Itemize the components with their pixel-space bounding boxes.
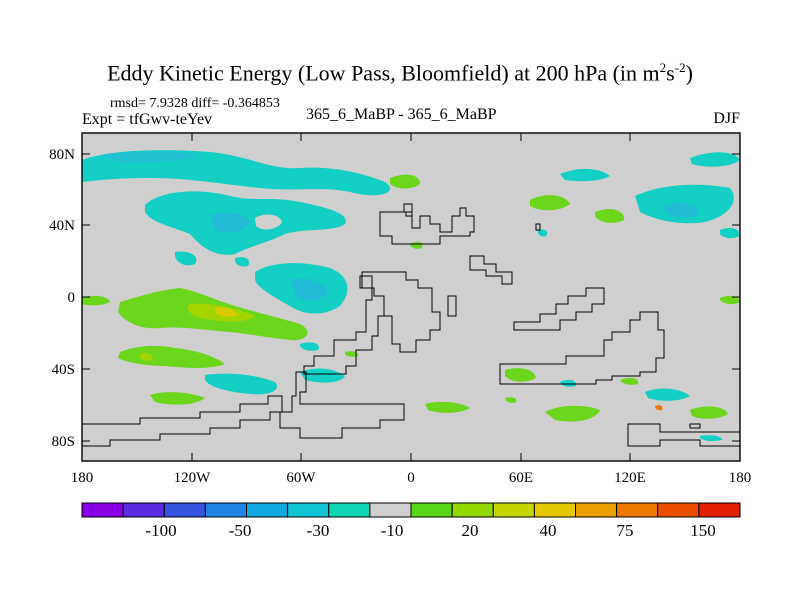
land-outline xyxy=(689,423,701,429)
colorbar-label: -10 xyxy=(381,521,404,540)
colorbar-label: -30 xyxy=(307,521,330,540)
anomaly-region xyxy=(300,342,319,351)
anomaly-region xyxy=(255,214,282,230)
colorbar-swatch xyxy=(451,502,494,518)
land-outline xyxy=(82,395,283,447)
colorbar-labels: -100 -50 -30 -10 20 40 75 150 xyxy=(145,521,715,540)
x-tick-label: 180 xyxy=(729,470,752,486)
anomaly-region xyxy=(118,345,225,368)
land-outline xyxy=(279,371,405,439)
colorbar-label: 75 xyxy=(617,521,634,540)
anomaly-region xyxy=(560,168,610,182)
anomaly-region xyxy=(290,278,328,301)
colorbar-swatch xyxy=(204,502,248,518)
anomaly-region xyxy=(720,228,740,239)
anomaly-region xyxy=(545,405,600,422)
experiment-label: Expt = tfGwv-teYev xyxy=(82,111,213,128)
x-tick-labels: 180 120W 60W 0 60E 120E 180 xyxy=(71,470,752,486)
land-outline xyxy=(627,423,740,447)
stats-label: rmsd= 7.9328 diff= -0.364853 xyxy=(110,96,280,111)
colorbar-swatch xyxy=(410,502,453,518)
season-label: DJF xyxy=(713,110,740,127)
y-tick-labels: 80N 40N 0 40S 80S xyxy=(49,147,75,450)
anomaly-region xyxy=(82,295,110,306)
land-outline xyxy=(447,295,457,317)
anomaly-region xyxy=(505,397,517,403)
x-tick-label: 120E xyxy=(614,470,646,486)
anomaly-region xyxy=(205,373,278,395)
colorbar-swatch xyxy=(575,502,618,518)
colorbar-label: 20 xyxy=(462,521,479,540)
colorbar-label: 40 xyxy=(540,521,557,540)
anomaly-region xyxy=(345,351,359,357)
land-outline xyxy=(499,311,665,385)
colorbar-swatch xyxy=(122,502,165,518)
land-outline xyxy=(469,255,513,285)
colorbar-swatch xyxy=(287,502,330,518)
x-tick-label: 60E xyxy=(509,470,533,486)
anomaly-region xyxy=(690,406,728,419)
anomaly-region xyxy=(505,368,536,382)
land-contours xyxy=(82,203,740,447)
y-tick-label: 40S xyxy=(52,362,75,378)
anomaly-region xyxy=(235,257,250,267)
x-tick-label: 60W xyxy=(286,470,316,486)
colorbar-swatch xyxy=(81,502,124,518)
x-tick-label: 0 xyxy=(407,470,415,486)
colorbar-swatch xyxy=(533,502,577,518)
axis-ticks xyxy=(81,133,741,461)
anomaly-region xyxy=(620,377,639,385)
y-tick-label: 40N xyxy=(49,218,75,234)
colorbar-swatch xyxy=(369,502,412,518)
colorbar-swatch xyxy=(246,502,289,518)
colorbar-swatch xyxy=(163,502,206,518)
colorbar-swatch xyxy=(492,502,535,518)
anomaly-region xyxy=(530,195,570,211)
colorbar-label: -100 xyxy=(145,521,176,540)
anomaly-region xyxy=(690,152,740,167)
x-tick-label: 180 xyxy=(71,470,94,486)
colorbar-swatch xyxy=(616,502,659,518)
colorbar-swatch xyxy=(698,502,741,518)
colorbar-swatch xyxy=(328,502,371,518)
x-tick-label: 120W xyxy=(174,470,212,486)
land-outline xyxy=(303,275,385,375)
anomaly-region xyxy=(537,229,548,237)
anomaly-region xyxy=(140,353,153,361)
anomaly-region xyxy=(425,401,470,413)
y-tick-label: 0 xyxy=(68,290,76,306)
colorbar-label: -50 xyxy=(229,521,252,540)
anomaly-region xyxy=(665,202,699,218)
anomaly-region xyxy=(720,295,740,305)
case-label: 365_6_MaBP - 365_6_MaBP xyxy=(306,106,497,123)
anomaly-region xyxy=(595,209,625,223)
anomaly-region xyxy=(645,388,690,401)
anomaly-region xyxy=(175,251,197,266)
colorbar-label: 150 xyxy=(690,521,716,540)
land-outline xyxy=(379,203,475,245)
colorbar xyxy=(81,502,741,518)
anomaly-shading xyxy=(82,150,740,442)
colorbar-swatch xyxy=(657,502,700,518)
chart-title: Eddy Kinetic Energy (Low Pass, Bloomfiel… xyxy=(107,60,693,86)
y-tick-label: 80S xyxy=(52,434,75,450)
anomaly-region xyxy=(150,392,205,405)
anomaly-region xyxy=(100,151,200,164)
land-outline xyxy=(535,223,541,231)
anomaly-region xyxy=(560,379,577,387)
anomaly-region xyxy=(300,368,345,383)
anomaly-region xyxy=(655,405,663,411)
land-outline xyxy=(513,287,605,331)
anomaly-region xyxy=(700,435,722,442)
anomaly-region xyxy=(210,212,250,233)
anomaly-region xyxy=(215,307,238,317)
y-tick-label: 80N xyxy=(49,147,75,163)
anomaly-region xyxy=(390,174,420,189)
